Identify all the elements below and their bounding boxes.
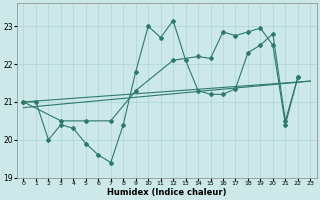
X-axis label: Humidex (Indice chaleur): Humidex (Indice chaleur) (107, 188, 227, 197)
